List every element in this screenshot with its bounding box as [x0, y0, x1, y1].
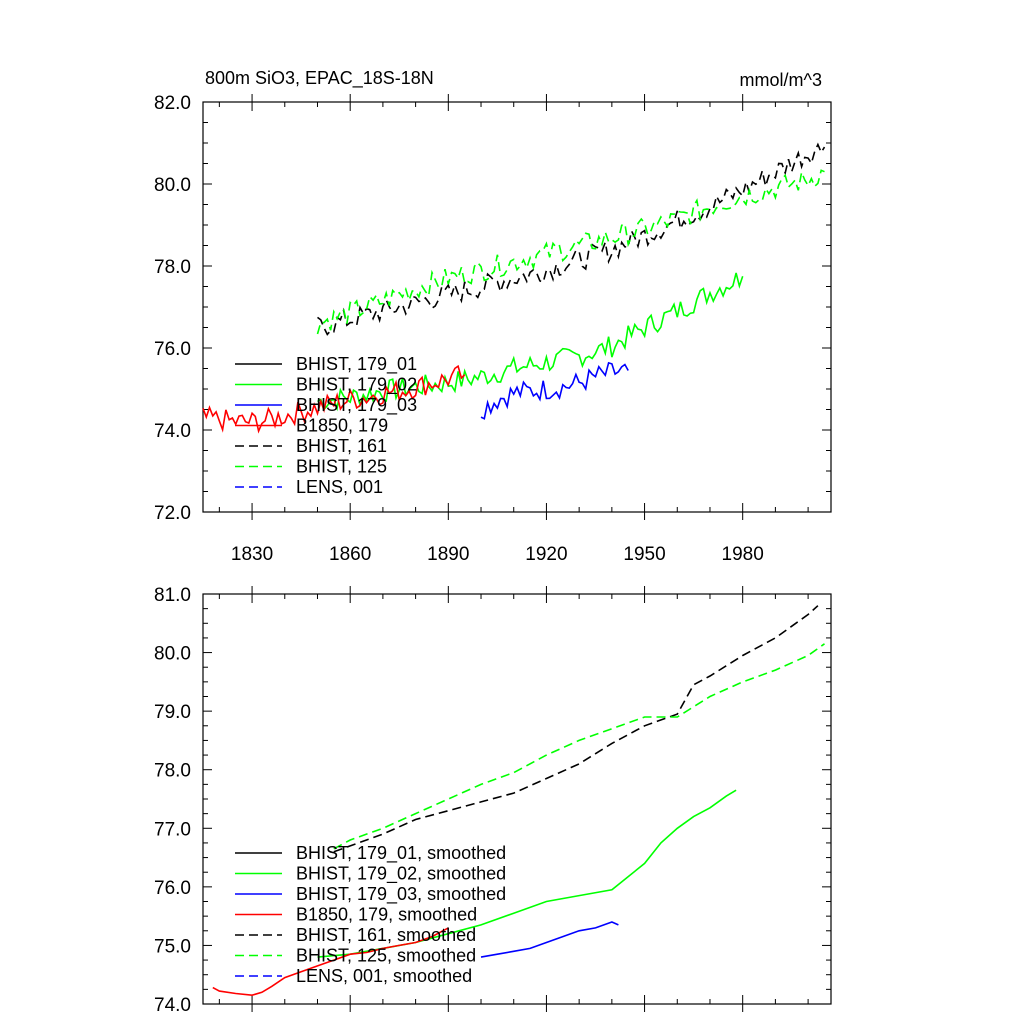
y-tick-label: 72.0: [154, 503, 191, 524]
y-tick-label: 80.0: [154, 175, 191, 196]
top-axis-tick-labels: 72.0 74.0 76.0 78.0 80.0 82.0 1830 1860 1890 1920…: [154, 93, 764, 565]
top-series-group: [202, 142, 826, 434]
bottom-series-group: [212, 605, 825, 997]
y-tick-label: 77.0: [154, 819, 191, 840]
legend-label: BHIST, 125: [296, 457, 387, 477]
series-line: [212, 927, 449, 997]
y-tick-label: 80.0: [154, 644, 191, 665]
top-chart-title: 800m SiO3, EPAC_18S-18N: [205, 68, 434, 89]
legend-label: BHIST, 179_02: [296, 375, 417, 396]
x-tick-label: 1830: [231, 544, 273, 565]
bottom-axis-ticks: [203, 586, 831, 1012]
legend-label: LENS, 001, smoothed: [296, 966, 472, 986]
legend-label: B1850, 179, smoothed: [296, 905, 477, 925]
y-tick-label: 76.0: [154, 878, 191, 899]
legend-label: BHIST, 179_03: [296, 395, 417, 416]
legend-label: BHIST, 179_03, smoothed: [296, 884, 506, 905]
series-line: [202, 364, 466, 434]
legend-label: B1850, 179: [296, 416, 388, 436]
x-tick-label: 1980: [722, 544, 764, 565]
series-line: [333, 643, 825, 850]
series-line: [480, 361, 629, 420]
y-tick-label: 78.0: [154, 257, 191, 278]
x-tick-label: 1950: [623, 544, 665, 565]
top-axis-ticks: [203, 94, 831, 520]
bottom-panel: 74.0 75.0 76.0 77.0 78.0 79.0 80.0 81.0 BHIST, …: [154, 585, 832, 1016]
legend-label: BHIST, 161, smoothed: [296, 925, 476, 945]
x-tick-label: 1890: [427, 544, 469, 565]
top-chart-units: mmol/m^3: [740, 70, 822, 90]
x-tick-label: 1860: [329, 544, 371, 565]
series-line: [316, 169, 825, 335]
y-tick-label: 74.0: [154, 421, 191, 442]
y-tick-label: 76.0: [154, 339, 191, 360]
series-line: [317, 272, 744, 412]
y-tick-label: 74.0: [154, 995, 191, 1016]
y-tick-label: 79.0: [154, 702, 191, 723]
legend-label: BHIST, 179_01, smoothed: [296, 843, 506, 864]
y-tick-label: 78.0: [154, 761, 191, 782]
bottom-axis-tick-labels: 74.0 75.0 76.0 77.0 78.0 79.0 80.0 81.0: [154, 585, 191, 1016]
legend-label: BHIST, 161: [296, 436, 387, 456]
series-line: [480, 921, 619, 958]
series-line: [333, 605, 819, 853]
y-tick-label: 82.0: [154, 93, 191, 114]
series-line: [317, 142, 826, 336]
legend-label: BHIST, 179_02, smoothed: [296, 864, 506, 885]
legend-label: BHIST, 125, smoothed: [296, 946, 476, 966]
legend-label: LENS, 001: [296, 477, 383, 497]
y-tick-label: 81.0: [154, 585, 191, 606]
top-panel: 800m SiO3, EPAC_18S-18N mmol/m^3 72.0 74.…: [154, 68, 832, 565]
x-tick-label: 1920: [525, 544, 567, 565]
y-tick-label: 75.0: [154, 936, 191, 957]
legend-label: BHIST, 179_01: [296, 354, 417, 375]
